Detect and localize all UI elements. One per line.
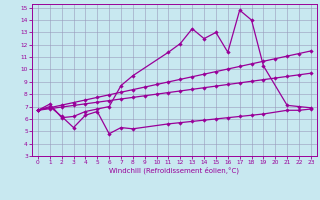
X-axis label: Windchill (Refroidissement éolien,°C): Windchill (Refroidissement éolien,°C): [109, 167, 239, 174]
